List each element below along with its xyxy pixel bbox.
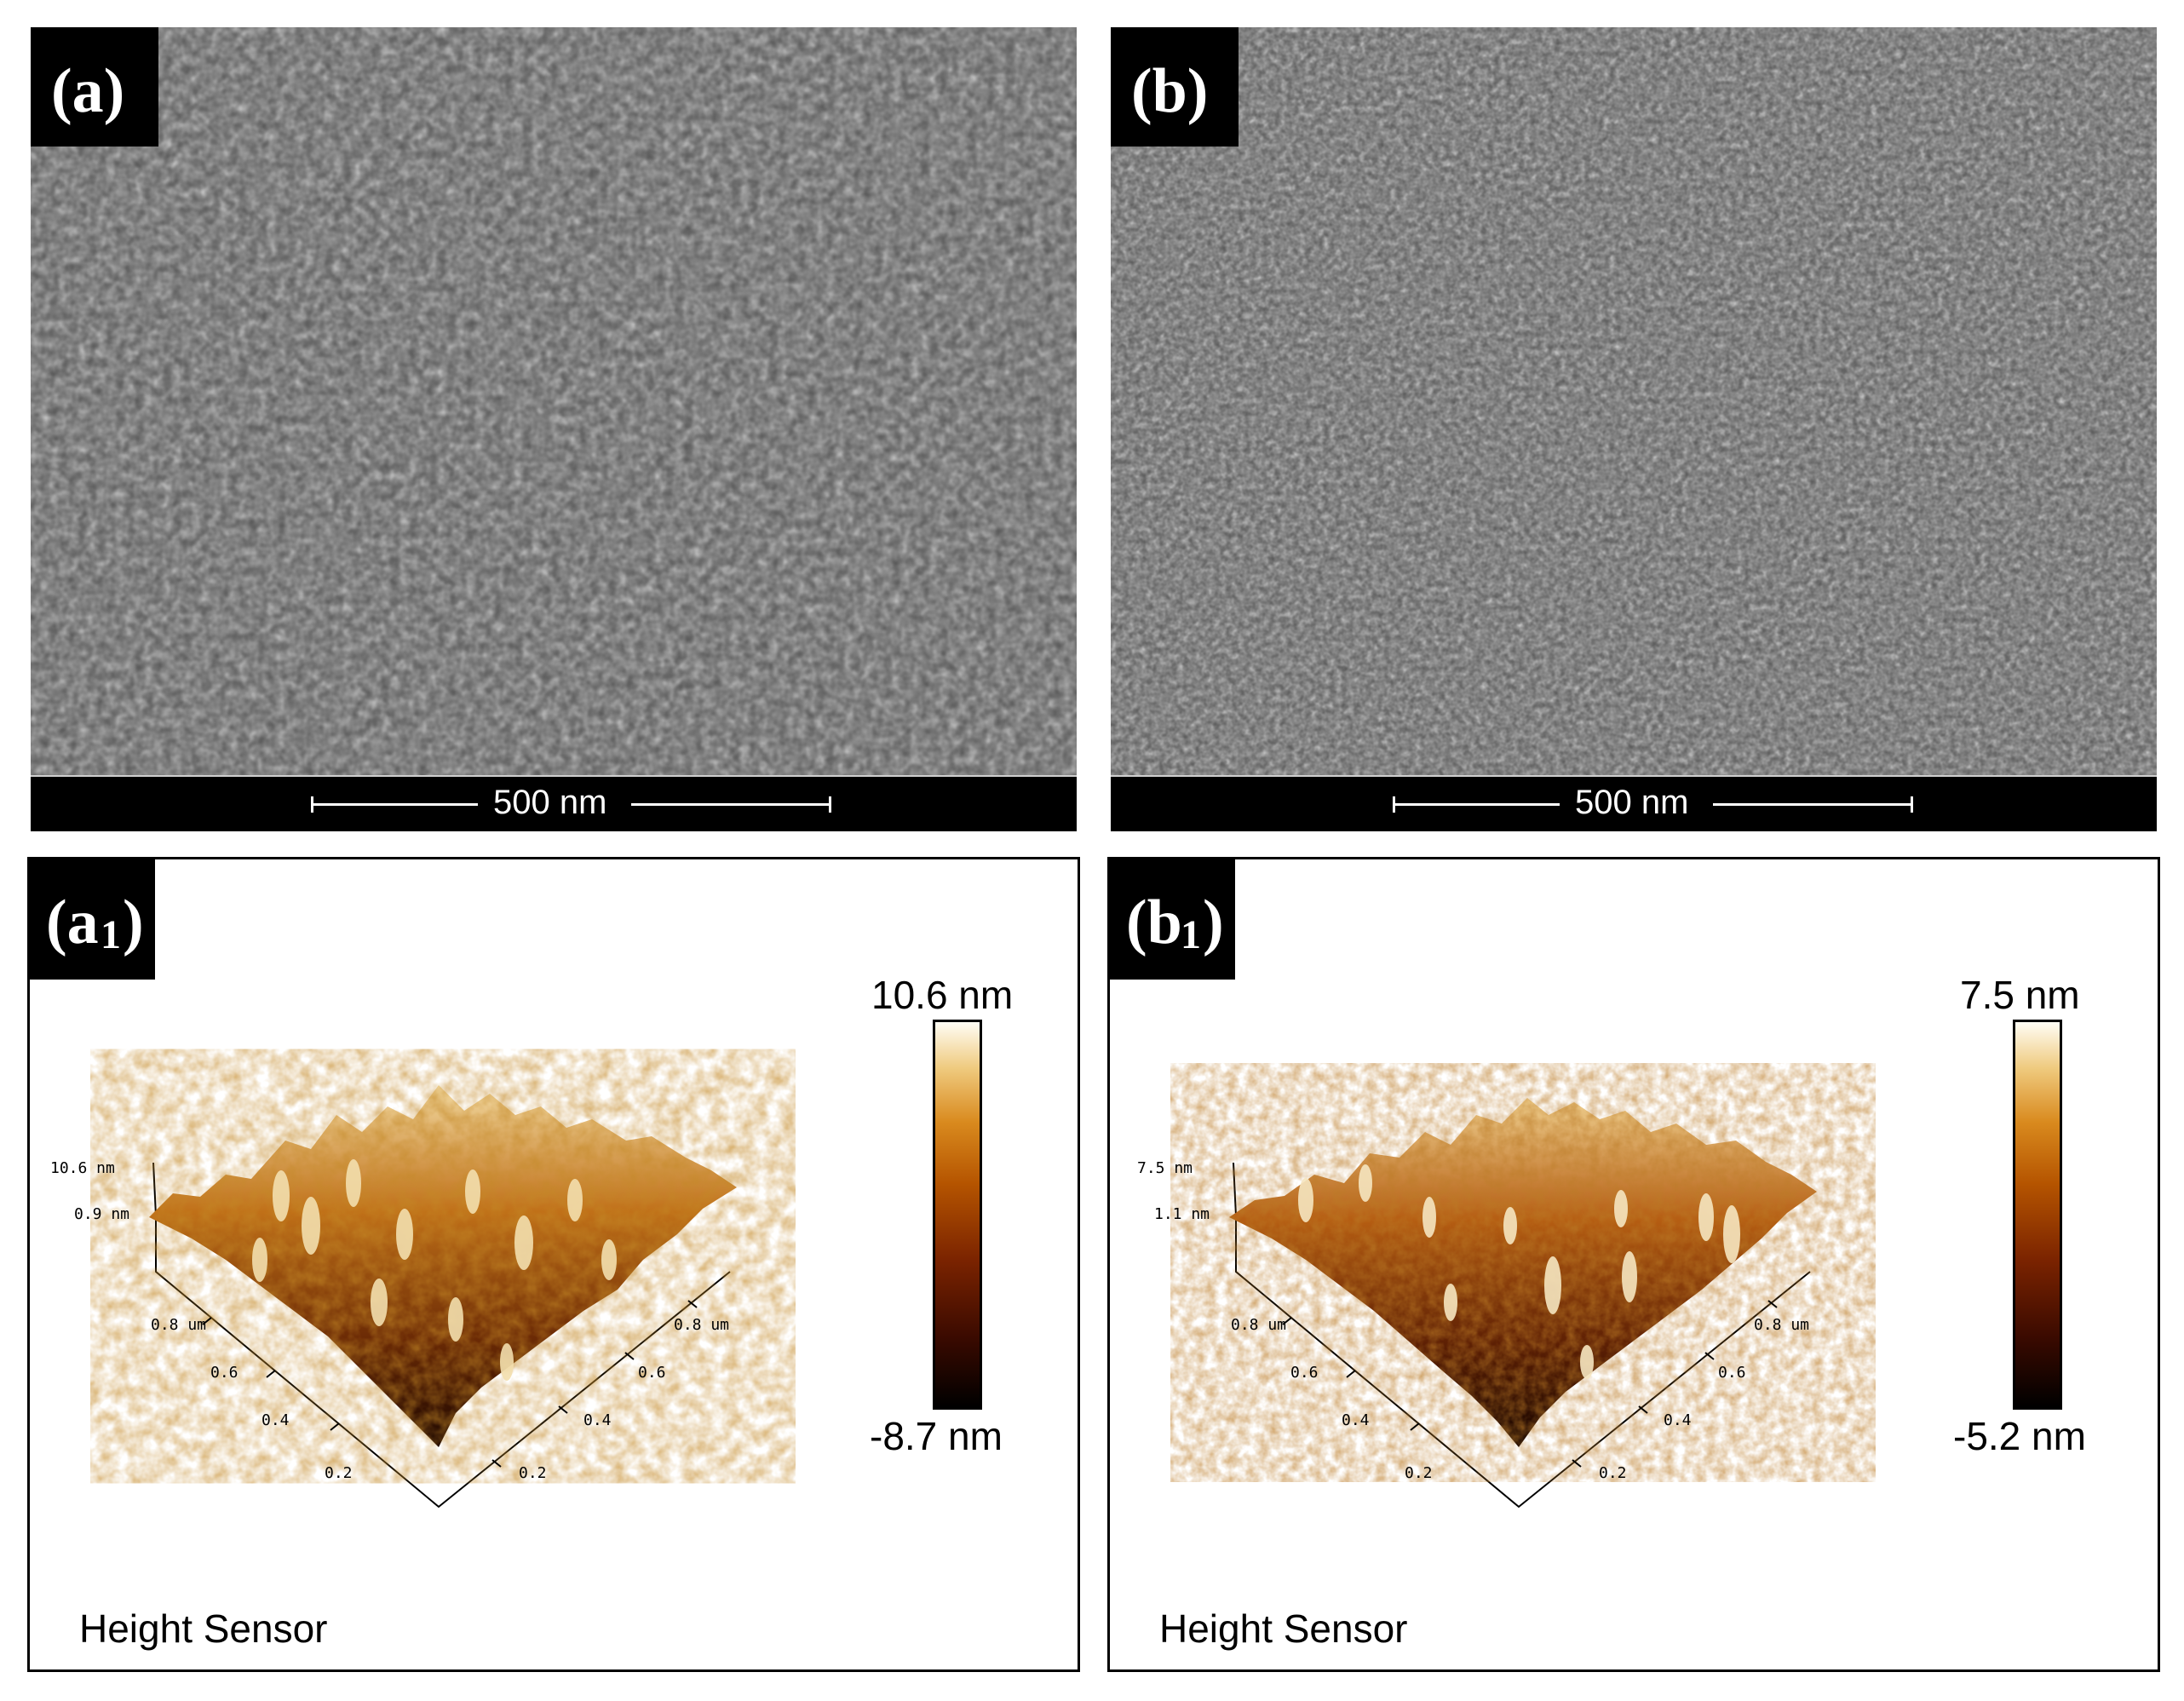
sem-image-b: 500 nm <box>1111 27 2157 831</box>
x-tick-0.6-b1: 0.6 <box>1718 1364 1746 1382</box>
y-tick-0.6-b1: 0.6 <box>1290 1364 1319 1382</box>
colorbar-min-b1: -5.2 nm <box>1953 1414 2086 1458</box>
z-axis-max-b1: 7.5 nm <box>1137 1159 1193 1177</box>
y-tick-0.4-b1: 0.4 <box>1342 1411 1370 1429</box>
x-tick-0.2-b1: 0.2 <box>1599 1464 1627 1482</box>
panel-label-b1: (b 1 ) <box>1107 857 1235 980</box>
colorbar-a1 <box>933 1020 982 1410</box>
y-tick-0.2-a1: 0.2 <box>325 1464 353 1482</box>
sem-grain-texture-a <box>31 27 1077 777</box>
sem-image-a: 500 nm <box>31 27 1077 831</box>
sem-grain-texture-b <box>1111 27 2157 777</box>
y-tick-0.6-a1: 0.6 <box>210 1364 239 1382</box>
colorbar-b1 <box>2013 1020 2062 1410</box>
afm-3d-surface-b1: 7.5 nm 1.1 nm 0.8 um 0.6 0.4 0.2 0.2 0.4… <box>1137 1098 1817 1508</box>
colorbar-max-a1: 10.6 nm <box>871 973 1014 1017</box>
x-tick-0.4-b1: 0.4 <box>1664 1411 1692 1429</box>
scale-bar-a: 500 nm <box>31 775 1077 831</box>
z-axis-mid-a1: 0.9 nm <box>74 1205 129 1223</box>
panel-label-a: (a) <box>31 27 158 147</box>
afm-3d-surface-a1: 10.6 nm 0.9 nm 0.8 um 0.6 0.4 0.2 0.2 0.… <box>50 1085 737 1508</box>
caption-a1: Height Sensor <box>79 1606 328 1651</box>
afm-panel-b1: 7.5 nm 1.1 nm 0.8 um 0.6 0.4 0.2 0.2 0.4… <box>1107 857 2160 1672</box>
z-axis-max-a1: 10.6 nm <box>50 1159 115 1177</box>
colorbar-max-b1: 7.5 nm <box>1960 973 2080 1017</box>
scale-bar-b: 500 nm <box>1111 775 2157 831</box>
panel-label-a1: (a 1 ) <box>27 857 155 980</box>
afm-panel-a1: 10.6 nm 0.9 nm 0.8 um 0.6 0.4 0.2 0.2 0.… <box>27 857 1080 1672</box>
x-tick-0.2-a1: 0.2 <box>519 1464 547 1482</box>
colorbar-min-a1: -8.7 nm <box>870 1414 1003 1458</box>
y-tick-0.8-b1: 0.8 um <box>1231 1316 1286 1334</box>
x-tick-0.8-b1: 0.8 um <box>1754 1316 1809 1334</box>
panel-label-b: (b) <box>1111 27 1239 147</box>
scale-bar-label-a: 500 nm <box>493 784 607 821</box>
y-tick-0.8-a1: 0.8 um <box>151 1316 206 1334</box>
x-tick-0.8-a1: 0.8 um <box>674 1316 729 1334</box>
x-tick-0.4-a1: 0.4 <box>583 1411 612 1429</box>
y-tick-0.2-b1: 0.2 <box>1405 1464 1433 1482</box>
z-axis-mid-b1: 1.1 nm <box>1154 1205 1210 1223</box>
caption-b1: Height Sensor <box>1159 1606 1408 1651</box>
scale-bar-label-b: 500 nm <box>1575 784 1689 821</box>
x-tick-0.6-a1: 0.6 <box>638 1364 666 1382</box>
y-tick-0.4-a1: 0.4 <box>262 1411 290 1429</box>
